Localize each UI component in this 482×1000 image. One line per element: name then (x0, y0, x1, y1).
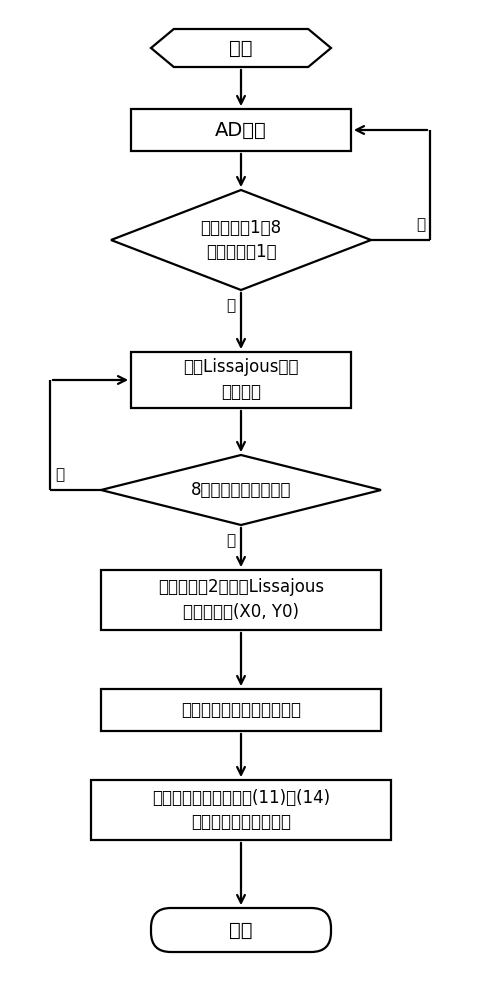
Text: 确定当前采样点所在的象限: 确定当前采样点所在的象限 (181, 701, 301, 719)
Text: 结束: 结束 (229, 920, 253, 940)
Bar (131, 352, 351, 408)
Text: AD采集: AD采集 (215, 120, 267, 139)
Bar (101, 570, 381, 630)
Bar (91, 780, 391, 840)
Text: 根据象限値，采用公式(11)～(14)
中的一个计算细分値。: 根据象限値，采用公式(11)～(14) 中的一个计算细分値。 (152, 788, 330, 832)
Text: 是: 是 (227, 298, 236, 313)
Text: 开始: 开始 (229, 38, 253, 57)
Text: 否: 否 (55, 467, 64, 482)
Bar (131, 109, 351, 151)
Text: 否: 否 (416, 217, 425, 232)
Text: 是否是满足1～8
个顶点中的1个: 是否是满足1～8 个顶点中的1个 (201, 219, 281, 261)
Text: 通过公式（2）计算Lissajous
图形中心点(X0, Y0): 通过公式（2）计算Lissajous 图形中心点(X0, Y0) (158, 578, 324, 621)
Text: 8个顶点是否都有数据: 8个顶点是否都有数据 (191, 481, 291, 499)
Bar (101, 689, 381, 731)
Text: 更新Lissajous图形
顶点数据: 更新Lissajous图形 顶点数据 (183, 359, 299, 401)
Text: 是: 是 (227, 533, 236, 548)
